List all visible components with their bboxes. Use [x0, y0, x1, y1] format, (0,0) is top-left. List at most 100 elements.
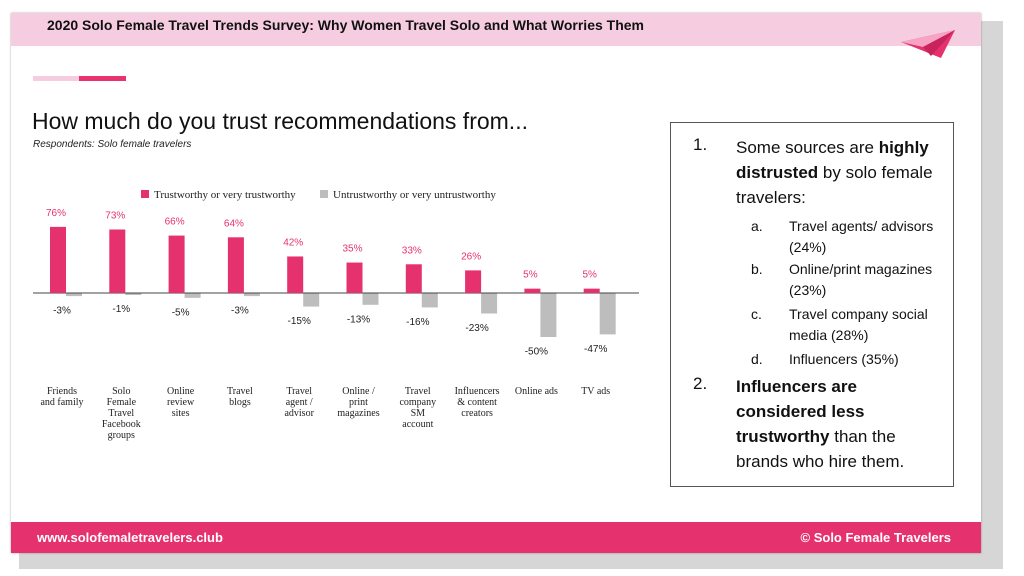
category-label-0-line-1: and family: [40, 397, 83, 408]
takeaway-1-suffix: by solo female travelers:: [736, 163, 933, 207]
legend-label-trustworthy: Trustworthy or very trustworthy: [154, 189, 296, 201]
bar-trustworthy-0: [50, 226, 66, 293]
bar-trustworthy-7: [465, 270, 482, 293]
data-label-untrustworthy-3: -3%: [231, 306, 249, 317]
bar-untrustworthy-9: [599, 293, 616, 335]
bar-untrustworthy-3: [243, 293, 260, 297]
category-label-6-line-2: SM: [411, 408, 426, 419]
category-label-8-line-0: Online ads: [515, 386, 558, 397]
header-title: 2020 Solo Female Travel Trends Survey: W…: [47, 17, 644, 33]
bar-untrustworthy-5: [362, 293, 379, 305]
bar-untrustworthy-4: [303, 293, 320, 307]
accent-bar-dark: [79, 76, 126, 81]
category-label-6-line-0: Travel: [405, 386, 431, 397]
data-label-untrustworthy-0: -3%: [53, 306, 71, 317]
category-label-6-line-3: account: [402, 419, 433, 430]
data-label-trustworthy-7: 26%: [461, 251, 481, 262]
takeaway-1-number: 1.: [693, 135, 708, 154]
takeaway-1-bold: highly distrusted: [736, 138, 929, 182]
bar-untrustworthy-8: [540, 293, 557, 337]
subitem-d-text: Influencers (35%): [789, 351, 899, 367]
bar-trustworthy-1: [109, 229, 126, 293]
category-label-2-line-1: review: [167, 397, 195, 408]
footer-copyright: © Solo Female Travelers: [800, 530, 951, 545]
bar-trustworthy-4: [287, 256, 304, 293]
trust-bar-chart: Trustworthy or very trustworthy Untrustw…: [33, 189, 639, 441]
bar-trustworthy-3: [227, 237, 244, 293]
data-label-untrustworthy-1: -1%: [112, 304, 130, 315]
category-label-7-line-1: & content: [457, 397, 497, 408]
subitem-b-letter: b.: [751, 261, 763, 277]
data-label-trustworthy-6: 33%: [402, 245, 422, 256]
category-label-1-line-4: groups: [108, 430, 135, 441]
category-label-2-line-2: sites: [172, 408, 190, 419]
bar-untrustworthy-0: [66, 293, 82, 297]
data-label-trustworthy-0: 76%: [46, 208, 66, 219]
legend-label-untrustworthy: Untrustworthy or very untrustworthy: [333, 189, 496, 201]
footer-bar: www.solofemaletravelers.club © Solo Fema…: [11, 522, 981, 553]
category-label-3-line-0: Travel: [227, 386, 253, 397]
bar-untrustworthy-2: [184, 293, 201, 298]
bar-untrustworthy-6: [421, 293, 438, 308]
data-label-untrustworthy-8: -50%: [525, 347, 548, 358]
takeaway-1-text: Some sources are highly distrusted by so…: [736, 135, 946, 210]
bar-untrustworthy-1: [125, 293, 142, 295]
takeaway-2-number: 2.: [693, 374, 708, 393]
subitem-a-text: Travel agents/ advisors (24%): [789, 218, 934, 255]
data-label-untrustworthy-7: -23%: [465, 323, 488, 334]
category-label-5-line-1: print: [349, 397, 368, 408]
bar-untrustworthy-7: [481, 293, 498, 314]
takeaway-2-suffix: than the brands who hire them.: [736, 427, 905, 471]
category-label-1-line-2: Travel: [108, 408, 134, 419]
data-label-trustworthy-3: 64%: [224, 218, 244, 229]
data-label-trustworthy-2: 66%: [165, 217, 185, 228]
category-label-4-line-2: advisor: [284, 408, 314, 419]
bar-trustworthy-8: [524, 288, 541, 293]
respondents-note: Respondents: Solo female travelers: [33, 139, 192, 150]
category-label-0-line-0: Friends: [47, 386, 77, 397]
data-label-untrustworthy-9: -47%: [584, 344, 607, 355]
category-label-9-line-0: TV ads: [581, 386, 610, 397]
footer-website: www.solofemaletravelers.club: [37, 530, 223, 545]
category-label-5-line-2: magazines: [337, 408, 379, 419]
data-label-trustworthy-8: 5%: [523, 270, 538, 281]
bar-trustworthy-2: [168, 235, 185, 293]
category-label-1-line-3: Facebook: [102, 419, 141, 430]
takeaway-2-bold: Influencers are considered less trustwor…: [736, 377, 865, 446]
category-label-3-line-1: blogs: [229, 397, 251, 408]
bar-trustworthy-6: [405, 264, 422, 293]
subitem-a-letter: a.: [751, 218, 763, 234]
takeaway-2-text: Influencers are considered less trustwor…: [736, 374, 946, 474]
category-label-1-line-1: Female: [107, 397, 137, 408]
bar-trustworthy-9: [583, 288, 600, 293]
category-label-7-line-0: Influencers: [455, 386, 500, 397]
legend-swatch-trustworthy: [141, 190, 149, 198]
category-label-7-line-2: creators: [461, 408, 493, 419]
data-label-trustworthy-4: 42%: [283, 237, 303, 248]
data-label-trustworthy-9: 5%: [582, 270, 597, 281]
slide-heading: How much do you trust recommendations fr…: [32, 108, 528, 134]
category-label-1-line-0: Solo: [112, 386, 130, 397]
accent-bar-light: [33, 76, 81, 81]
header-bar: 2020 Solo Female Travel Trends Survey: W…: [11, 13, 981, 58]
legend: Trustworthy or very trustworthy Untrustw…: [141, 189, 496, 201]
legend-swatch-untrustworthy: [320, 190, 328, 198]
bar-trustworthy-5: [346, 262, 363, 293]
subitem-c-text: Travel company social media (28%): [789, 306, 928, 343]
subitem-b-text: Online/print magazines (23%): [789, 261, 933, 298]
takeaway-1-prefix: Some sources are: [736, 138, 874, 157]
category-label-4-line-0: Travel: [286, 386, 312, 397]
paper-plane-icon: [901, 30, 955, 58]
data-label-untrustworthy-4: -15%: [288, 316, 311, 327]
subitem-c-letter: c.: [751, 306, 762, 322]
subitem-d-letter: d.: [751, 351, 763, 367]
category-label-4-line-1: agent /: [286, 397, 313, 408]
key-takeaways-box: 1. Some sources are highly distrusted by…: [670, 122, 954, 487]
slide: 2020 Solo Female Travel Trends Survey: W…: [11, 13, 981, 553]
data-label-untrustworthy-5: -13%: [347, 314, 370, 325]
data-label-trustworthy-1: 73%: [105, 210, 125, 221]
data-label-trustworthy-5: 35%: [342, 244, 362, 255]
category-label-5-line-0: Online /: [342, 386, 375, 397]
data-label-untrustworthy-2: -5%: [172, 307, 190, 318]
data-label-untrustworthy-6: -16%: [406, 317, 429, 328]
